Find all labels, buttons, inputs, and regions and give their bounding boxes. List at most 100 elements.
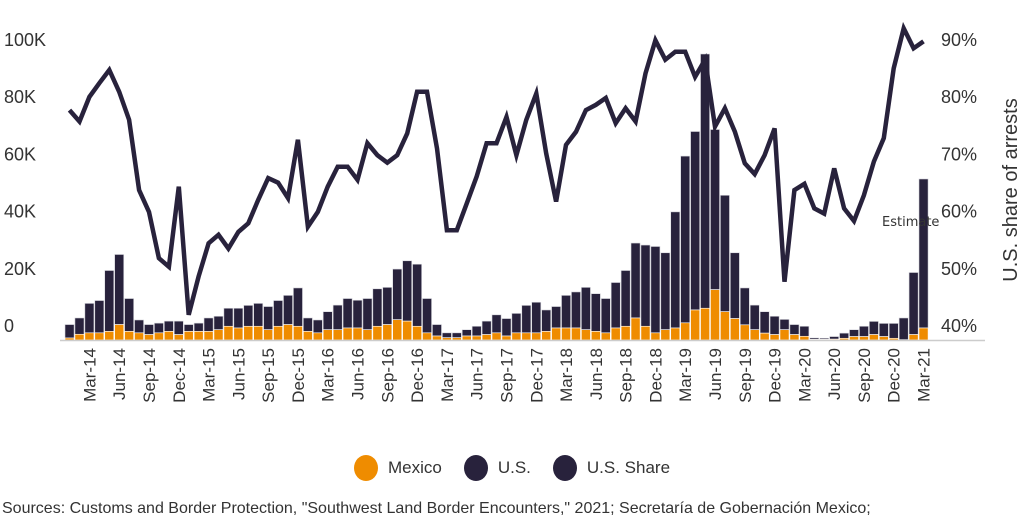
legend-item-us: U.S. xyxy=(464,455,531,481)
bar-mexico xyxy=(144,335,153,340)
bar-mexico xyxy=(462,336,471,340)
bar-mexico xyxy=(879,337,888,340)
bar-us xyxy=(293,288,302,326)
bar-us xyxy=(671,212,680,328)
bar-us xyxy=(442,333,451,338)
x-tick-label: Dec-18 xyxy=(646,348,665,403)
bar-mexico xyxy=(164,331,173,340)
bar-us xyxy=(75,318,84,334)
x-tick-label: Dec-20 xyxy=(885,348,904,403)
bar-us xyxy=(144,325,153,335)
bar-mexico xyxy=(174,335,183,340)
x-tick-label: Dec-17 xyxy=(527,348,546,403)
bar-us xyxy=(224,308,233,326)
bar-mexico xyxy=(75,334,84,340)
bar-mexico xyxy=(631,318,640,340)
left-tick-label: 100K xyxy=(4,30,46,50)
bar-mexico xyxy=(591,331,600,340)
bar-us xyxy=(373,289,382,326)
x-tick-label: Mar-16 xyxy=(319,348,338,402)
bar-us xyxy=(85,303,94,332)
legend-label: U.S. Share xyxy=(587,458,670,478)
bar-mexico xyxy=(542,331,551,340)
left-tick-label: 80K xyxy=(4,87,36,107)
bar-us xyxy=(115,254,124,324)
left-tick-label: 60K xyxy=(4,144,36,164)
bar-us xyxy=(661,253,670,330)
bar-mexico xyxy=(333,330,342,340)
x-tick-label: Sep-16 xyxy=(378,348,397,403)
bar-mexico xyxy=(750,330,759,340)
x-tick-label: Sep-20 xyxy=(855,348,874,403)
x-tick-label: Dec-19 xyxy=(766,348,785,403)
bar-mexico xyxy=(125,331,134,340)
bar-mexico xyxy=(800,336,809,340)
bar-mexico xyxy=(651,333,660,340)
source-note: Sources: Customs and Border Protection, … xyxy=(2,500,871,518)
estimate-annotation: Estimate xyxy=(882,215,939,230)
bar-mexico xyxy=(204,331,213,340)
x-tick-label: Mar-14 xyxy=(80,348,99,402)
bar-us xyxy=(194,323,203,331)
bar-us xyxy=(740,288,749,325)
bar-mexico xyxy=(730,319,739,340)
bar-us xyxy=(462,330,471,336)
bar-mexico xyxy=(224,326,233,340)
bar-us xyxy=(552,307,561,328)
bar-us xyxy=(452,333,461,338)
bar-us xyxy=(184,325,193,332)
bar-mexico xyxy=(274,326,283,340)
bar-mexico xyxy=(413,326,422,340)
bar-us xyxy=(164,321,173,331)
bar-mexico xyxy=(780,330,789,340)
x-tick-label: Jun-16 xyxy=(349,348,368,400)
bar-us xyxy=(849,330,858,337)
left-tick-label: 40K xyxy=(4,202,36,222)
bar-us xyxy=(800,326,809,336)
bar-mexico xyxy=(710,290,719,340)
bar-us xyxy=(492,315,501,333)
us-share-swatch-icon xyxy=(553,455,577,481)
right-tick-label: 90% xyxy=(941,30,977,50)
bar-mexico xyxy=(740,325,749,340)
bar-us xyxy=(651,246,660,332)
bar-us xyxy=(343,299,352,328)
bar-us xyxy=(154,323,163,333)
bar-us xyxy=(283,295,292,324)
bar-mexico xyxy=(720,312,729,340)
bar-mexico xyxy=(353,328,362,340)
x-tick-label: Jun-20 xyxy=(825,348,844,400)
bar-us xyxy=(65,325,74,338)
bar-mexico xyxy=(452,338,461,340)
bar-mexico xyxy=(403,321,412,340)
bar-mexico xyxy=(85,333,94,340)
bar-us xyxy=(502,319,511,336)
bar-mexico xyxy=(442,338,451,340)
bar-us xyxy=(353,300,362,328)
bar-mexico xyxy=(601,333,610,340)
x-tick-label: Jun-17 xyxy=(468,348,487,400)
bar-mexico xyxy=(691,310,700,340)
bar-mexico xyxy=(65,338,74,340)
bar-mexico xyxy=(105,331,114,340)
left-tick-label: 0 xyxy=(4,316,14,336)
bar-us xyxy=(333,305,342,330)
bar-us xyxy=(562,295,571,328)
bar-mexico xyxy=(581,330,590,340)
bar-us xyxy=(174,321,183,334)
bar-us xyxy=(571,292,580,328)
bar-mexico xyxy=(919,328,928,340)
bar-us xyxy=(621,271,630,327)
bar-us xyxy=(214,316,223,329)
bar-mexico xyxy=(859,337,868,340)
bar-us xyxy=(413,264,422,326)
bar-mexico xyxy=(214,330,223,340)
bar-mexico xyxy=(661,330,670,340)
bar-us xyxy=(601,299,610,333)
x-tick-label: Mar-18 xyxy=(557,348,576,402)
bar-us xyxy=(641,245,650,326)
right-tick-label: 50% xyxy=(941,259,977,279)
bar-us xyxy=(591,294,600,332)
